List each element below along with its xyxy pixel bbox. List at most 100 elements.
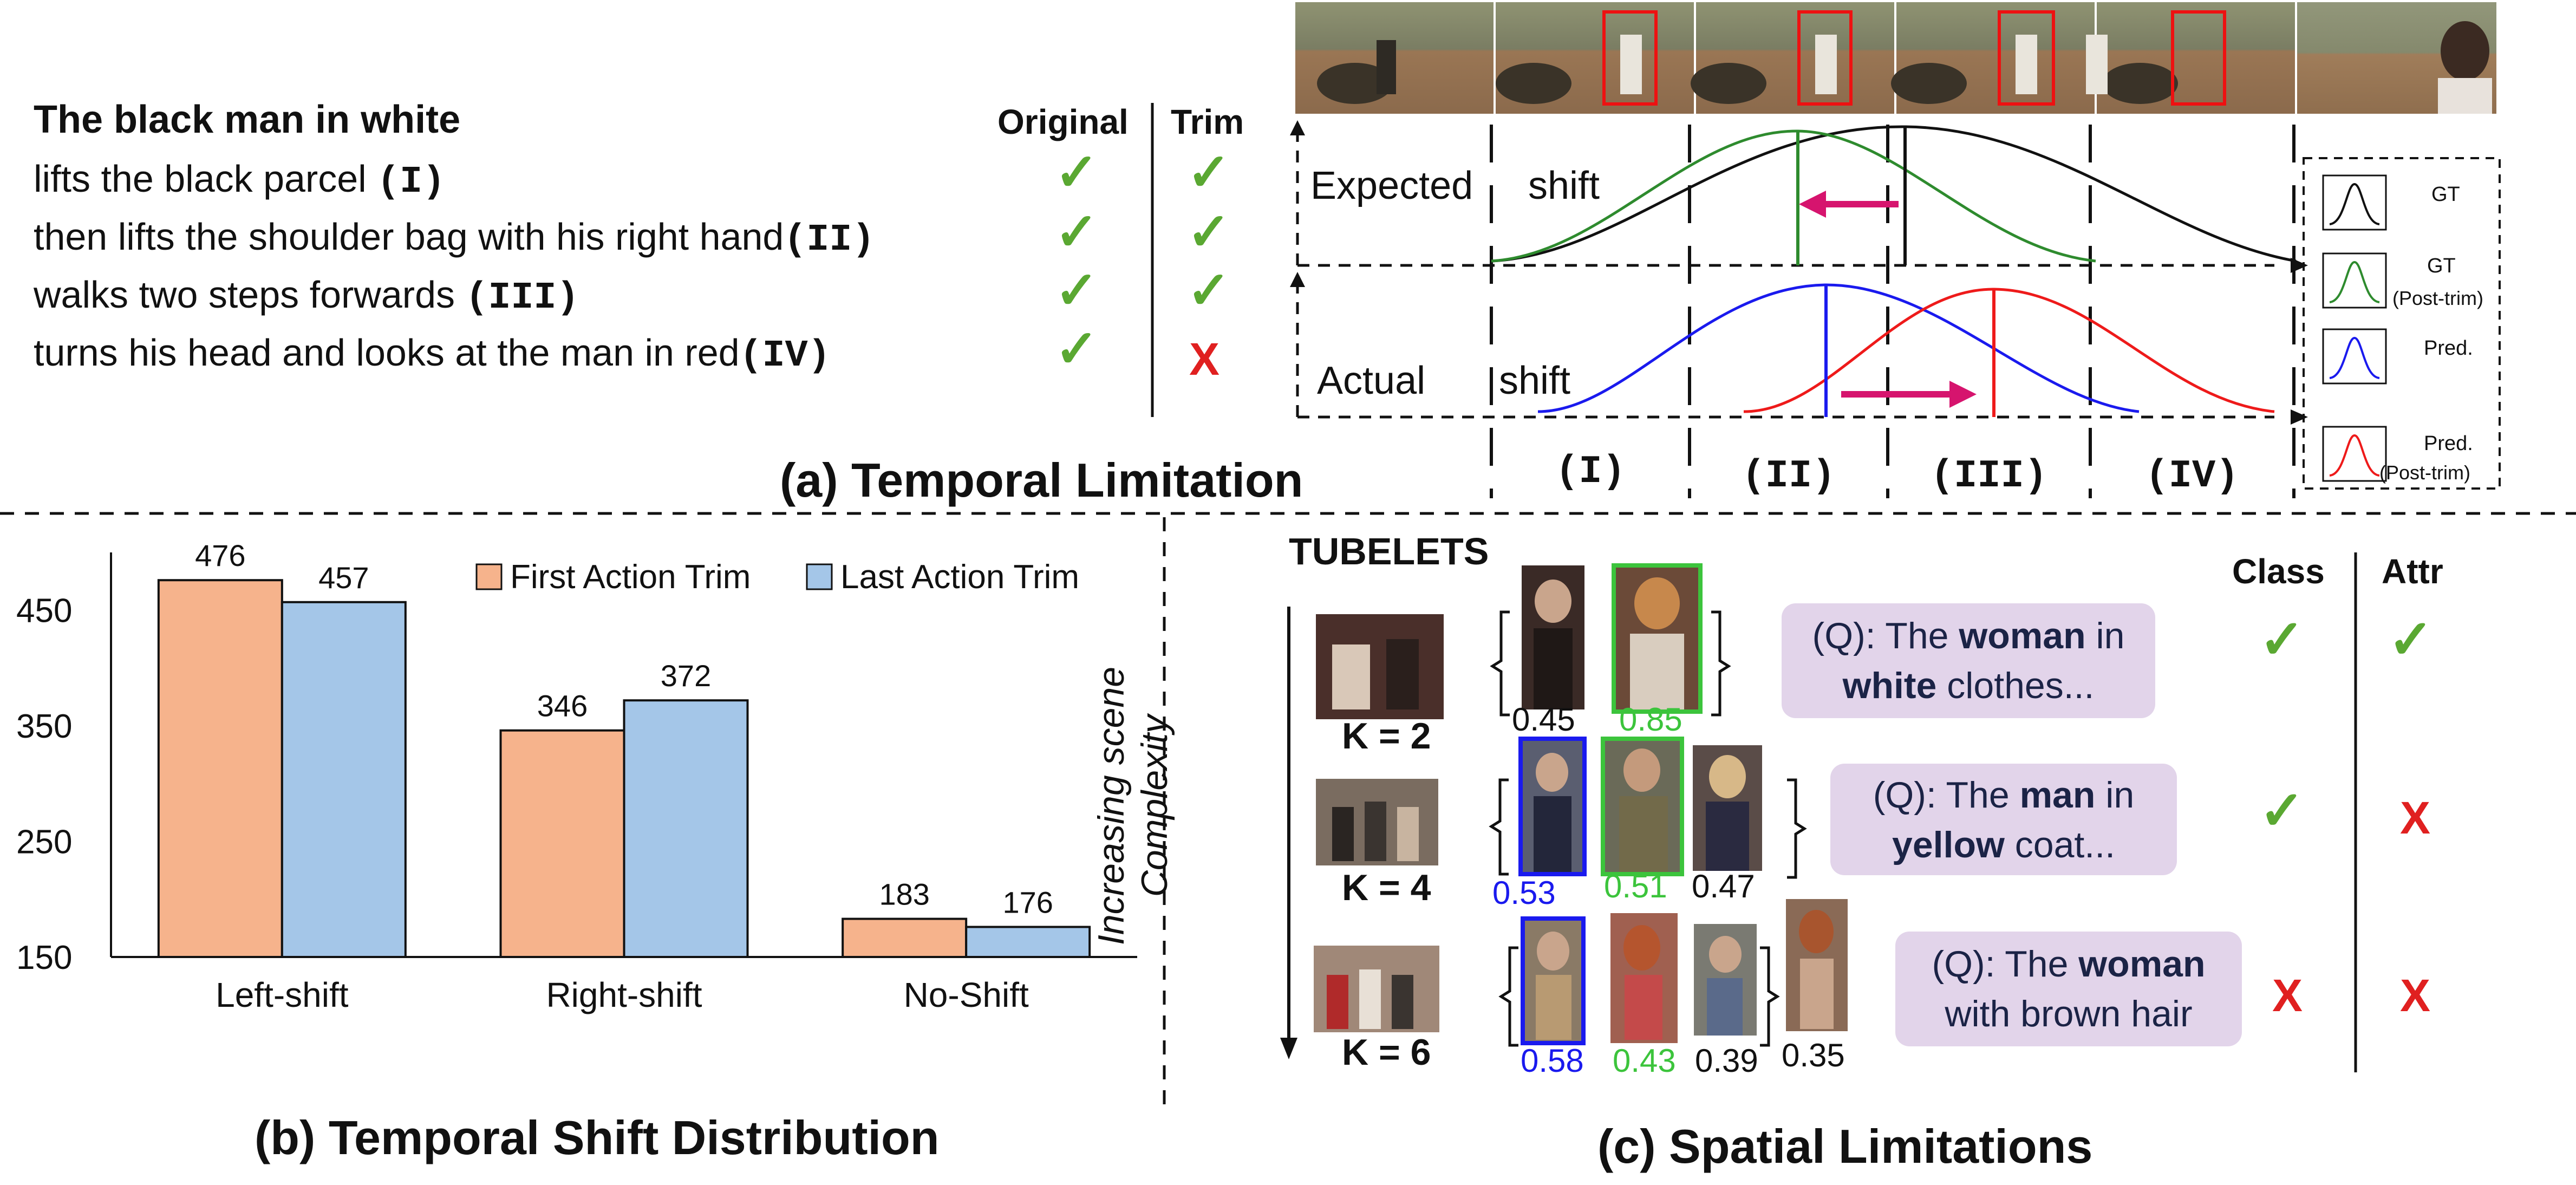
person-crop (1522, 565, 1584, 709)
query-text: coat... (2004, 824, 2115, 865)
legend-swatch (475, 563, 503, 590)
actual-shift-label: shift (1499, 359, 1571, 402)
person-crop-selected (1612, 563, 1703, 714)
crop-brace (1498, 946, 1518, 1047)
attr-mark-row-2: X (2400, 792, 2431, 843)
motorbike-figure (1891, 35, 2037, 104)
expected-label: Expected (1310, 164, 1473, 207)
pred-curve (1537, 283, 2140, 413)
query-text: in (2085, 615, 2125, 656)
person-crop (1610, 913, 1678, 1043)
k-label-row-1: K = 2 (1342, 715, 1431, 757)
tracking-box (2171, 10, 2226, 106)
bar-value-label: 176 (1002, 886, 1053, 920)
query-title: The black man in white (34, 98, 461, 141)
query-text: clothes... (1936, 665, 2095, 706)
legend-swatch (806, 563, 833, 590)
y-tick-label: 450 (16, 592, 72, 630)
original-check-3: ✓ (1055, 262, 1099, 320)
person-crop (1693, 745, 1762, 871)
gt-curve (1491, 125, 2297, 263)
query-bold: yellow (1892, 824, 2005, 865)
segment-boundaries (1490, 125, 2295, 498)
category-label: Right-shift (546, 975, 702, 1014)
score-row1-1: 0.45 (1512, 701, 1575, 738)
action-line-3: walks two steps forwards (III) (34, 273, 579, 320)
class-mark-row-2: ✓ (2259, 780, 2305, 841)
bar (499, 729, 625, 958)
expected-shift-arrow (1799, 191, 1899, 218)
score-row3-4: 0.35 (1782, 1037, 1845, 1073)
trim-check-2: ✓ (1187, 203, 1231, 261)
temporal-plot (1290, 120, 2308, 498)
video-frame-strip (1295, 2, 2496, 114)
score-row2-2: 0.51 (1604, 868, 1667, 904)
score-row3-1: 0.58 (1521, 1043, 1584, 1079)
query-text: (Q): The (1873, 774, 2020, 816)
legend-label: Last Action Trim (840, 558, 1079, 596)
complexity-arrow (1280, 607, 1297, 1059)
action-tag: (IV) (739, 335, 831, 377)
score-row3-3: 0.39 (1695, 1043, 1758, 1079)
legend-pred-label: Pred. (2424, 337, 2473, 360)
legend-pred-post-trim-label: Pred. (2424, 432, 2473, 455)
bar (281, 601, 407, 958)
legend-pred-post-trim-sub: (Post-trim) (2379, 461, 2470, 484)
trim-check-1: ✓ (1187, 144, 1231, 201)
scene-thumbnail-k2 (1316, 614, 1444, 719)
legend-gt-label: GT (2431, 183, 2460, 206)
actual-label: Actual (1317, 359, 1426, 402)
motorbike-figure (2086, 35, 2178, 104)
tracking-box (1998, 10, 2055, 106)
k-label-row-2: K = 4 (1342, 867, 1431, 908)
action-line-2: then lifts the shoulder bag with his rig… (34, 215, 875, 262)
query-text: (Q): The (1812, 615, 1959, 656)
person-closeup (2438, 21, 2492, 114)
action-text: then lifts the shoulder bag with his rig… (34, 216, 784, 258)
y-tick-label: 150 (16, 939, 72, 976)
person-crop-predicted (1521, 916, 1586, 1045)
class-mark-row-3: X (2272, 970, 2303, 1021)
score-row2-1: 0.53 (1492, 875, 1556, 911)
pred-post-trim-curve (1743, 288, 2275, 413)
tracking-box (1797, 10, 1853, 106)
caption-a: (a) Temporal Limitation (780, 453, 1303, 507)
query-box-row-2: (Q): The man in yellow coat... (1830, 764, 2177, 875)
person-crop (1694, 924, 1757, 1036)
query-text: (Q): The (1932, 943, 2079, 985)
crop-brace-right (1787, 778, 1807, 879)
column-header-attr: Attr (2382, 552, 2443, 591)
action-text: lifts the black parcel (34, 158, 377, 200)
attr-mark-row-3: X (2400, 970, 2431, 1021)
bar-value-label: 346 (537, 689, 588, 723)
segment-label-4: (IV) (2145, 454, 2239, 498)
person-crop-predicted (1518, 737, 1587, 876)
category-label: Left-shift (216, 975, 349, 1014)
legend-gt-post-trim-sub: (Post-trim) (2392, 287, 2483, 309)
bar-value-label: 457 (318, 561, 369, 595)
legend-pred-swatch (2322, 328, 2387, 385)
crop-brace-right (1760, 946, 1780, 1047)
tracking-box (1602, 10, 1658, 106)
query-bold: woman (2078, 943, 2206, 985)
class-attr-divider (2354, 552, 2357, 1072)
legend-gt-post-trim-label: GT (2427, 255, 2456, 277)
segment-label-1: (I) (1555, 450, 1626, 494)
complexity-axis-line-2: Complexity (1134, 714, 1175, 897)
bar (965, 926, 1091, 958)
query-text: with brown hair (1945, 993, 2193, 1034)
column-header-class: Class (2232, 552, 2325, 591)
scene-thumbnail-k6 (1314, 946, 1439, 1032)
y-tick-label: 250 (16, 824, 72, 861)
legend-label: First Action Trim (510, 558, 751, 596)
actual-shift-arrow (1841, 381, 1977, 408)
expected-shift-label: shift (1528, 164, 1600, 207)
tubelet-thumbnails (1314, 563, 1762, 1047)
tubelets-label: TUBELETS (1289, 530, 1489, 572)
motorbike-figure (1496, 35, 1642, 104)
motorbike-figure (1317, 40, 1396, 104)
crop-brace (1489, 778, 1509, 876)
frame-overlays (1317, 10, 2492, 114)
scene-thumbnail-k4 (1316, 779, 1438, 865)
